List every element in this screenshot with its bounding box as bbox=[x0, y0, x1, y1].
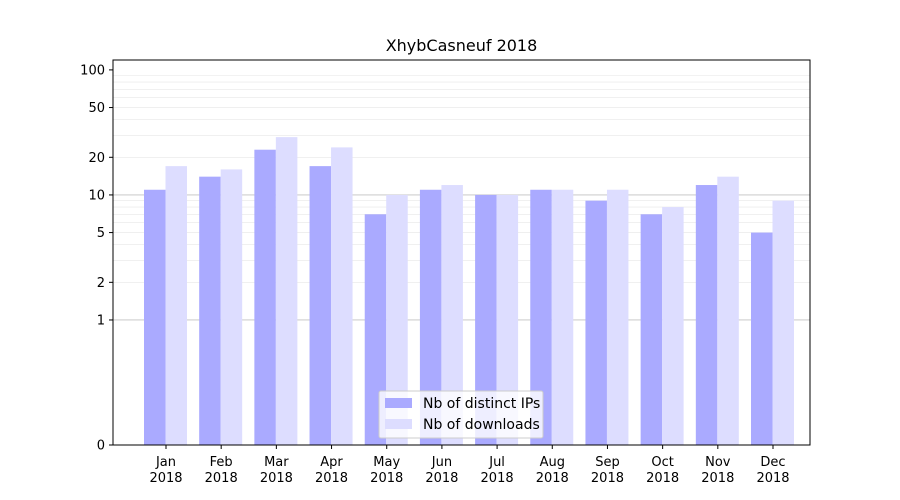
x-tick-label-year: 2018 bbox=[536, 471, 569, 486]
x-tick-label-month: May bbox=[373, 455, 400, 470]
bar-downloads bbox=[441, 185, 463, 445]
y-tick-label: 50 bbox=[88, 101, 105, 116]
bar-downloads bbox=[772, 200, 794, 445]
bar-downloads bbox=[386, 194, 408, 445]
bar-distinct-ips bbox=[695, 185, 718, 445]
x-tick-label-year: 2018 bbox=[591, 471, 624, 486]
y-tick-label: 2 bbox=[97, 276, 105, 291]
bar-downloads bbox=[606, 189, 629, 445]
bar-downloads bbox=[220, 169, 243, 445]
y-tick-label: 5 bbox=[97, 226, 105, 241]
legend-label-distinct-ips: Nb of distinct IPs bbox=[423, 396, 540, 412]
axis-layer: 0125102050100Jan2018Feb2018Mar2018Apr201… bbox=[80, 63, 789, 486]
bar-distinct-ips bbox=[585, 200, 607, 445]
x-tick-label-month: Nov bbox=[705, 455, 731, 470]
chart-title: XhybCasneuf 2018 bbox=[386, 36, 538, 55]
x-tick-label-month: Dec bbox=[760, 455, 785, 470]
x-tick-label-month: Feb bbox=[210, 455, 233, 470]
y-tick-label: 10 bbox=[88, 188, 105, 203]
x-tick-label-month: Aug bbox=[540, 455, 565, 470]
y-tick-label: 1 bbox=[97, 313, 105, 328]
bar-downloads bbox=[717, 176, 739, 445]
bar-distinct-ips bbox=[364, 214, 387, 445]
legend-swatch-distinct-ips bbox=[385, 398, 412, 408]
x-tick-label-year: 2018 bbox=[756, 471, 789, 486]
plot-area-frame bbox=[112, 59, 811, 446]
bar-layer bbox=[144, 137, 794, 446]
bar-distinct-ips bbox=[144, 189, 166, 445]
bar-distinct-ips bbox=[751, 232, 773, 445]
x-tick-label-month: Apr bbox=[320, 455, 343, 470]
bar-distinct-ips bbox=[475, 194, 497, 445]
x-tick-label-month: Jul bbox=[488, 455, 505, 470]
bar-distinct-ips bbox=[419, 189, 442, 445]
legend-box bbox=[378, 390, 544, 439]
legend-label-downloads: Nb of downloads bbox=[423, 417, 540, 433]
x-tick-label-month: Jun bbox=[431, 455, 452, 470]
x-tick-label-year: 2018 bbox=[149, 471, 182, 486]
x-tick-label-year: 2018 bbox=[481, 471, 514, 486]
x-tick-label-month: Oct bbox=[651, 455, 673, 470]
bar-downloads bbox=[331, 147, 353, 446]
bar-downloads bbox=[275, 137, 298, 445]
x-tick-label-year: 2018 bbox=[260, 471, 293, 486]
bar-downloads bbox=[551, 189, 574, 445]
x-tick-label-year: 2018 bbox=[315, 471, 348, 486]
bar-distinct-ips bbox=[254, 149, 276, 446]
x-tick-label-month: Mar bbox=[264, 455, 289, 470]
y-tick-label: 20 bbox=[88, 151, 105, 166]
x-tick-label-year: 2018 bbox=[205, 471, 238, 486]
bar-downloads bbox=[165, 166, 187, 445]
bar-distinct-ips bbox=[530, 189, 552, 445]
x-tick-label-month: Jan bbox=[155, 455, 176, 470]
y-tick-label: 100 bbox=[80, 63, 105, 78]
x-tick-label-month: Sep bbox=[595, 455, 620, 470]
legend-swatch-downloads bbox=[385, 419, 412, 429]
bar-distinct-ips bbox=[309, 166, 332, 445]
bar-distinct-ips bbox=[199, 176, 221, 445]
y-tick-label: 0 bbox=[97, 439, 105, 454]
bar-downloads bbox=[662, 207, 684, 445]
bar-downloads bbox=[496, 194, 519, 445]
bar-distinct-ips bbox=[640, 214, 663, 445]
x-tick-label-year: 2018 bbox=[425, 471, 458, 486]
legend: Nb of distinct IPs Nb of downloads bbox=[378, 390, 544, 439]
x-tick-label-year: 2018 bbox=[370, 471, 403, 486]
x-tick-label-year: 2018 bbox=[701, 471, 734, 486]
x-tick-label-year: 2018 bbox=[646, 471, 679, 486]
